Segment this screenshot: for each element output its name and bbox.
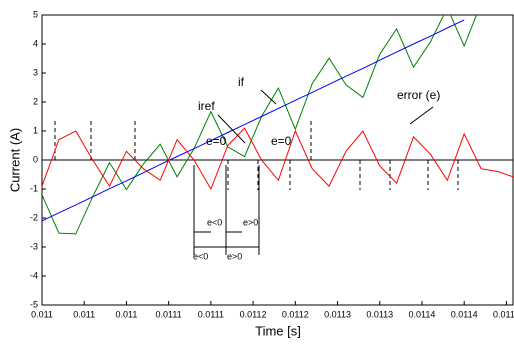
y-tick-label: -3: [30, 241, 38, 251]
annotation: e>0: [243, 217, 258, 227]
x-tick-label: 0.0114: [451, 309, 478, 319]
x-tick-label: 0.0113: [324, 309, 351, 319]
annotation: iref: [198, 99, 215, 113]
x-tick-label: 0.0115: [493, 309, 514, 319]
annotation: if: [238, 75, 245, 89]
y-tick-label: -4: [30, 270, 38, 280]
x-tick-label: 0.0111: [198, 309, 224, 319]
x-axis-label: Time [s]: [255, 323, 301, 338]
y-tick-label: 0: [33, 154, 38, 164]
x-tick-label: 0.0114: [409, 309, 436, 319]
y-tick-label: -5: [30, 299, 38, 309]
annotation: e<0: [207, 217, 222, 227]
annotation: e=0: [206, 134, 227, 148]
y-tick-label: 4: [33, 38, 38, 48]
series-line: [42, 15, 478, 235]
x-tick-label: 0.0113: [366, 309, 393, 319]
annotation: e=0: [271, 134, 292, 148]
x-tick-label: 0.0111: [156, 309, 182, 319]
y-tick-label: 2: [33, 96, 38, 106]
y-tick-label: -1: [30, 183, 38, 193]
annotation: e>0: [227, 251, 242, 261]
annotation-arrow: [217, 114, 246, 144]
x-tick-label: 0.011: [73, 309, 95, 319]
x-tick-label: 0.011: [116, 309, 138, 319]
annotation: error (e): [397, 88, 440, 102]
y-tick-label: 5: [33, 9, 38, 19]
x-tick-label: 0.0112: [240, 309, 267, 319]
y-axis-label: Current (A): [7, 128, 22, 192]
annotation: e<0: [193, 251, 208, 261]
annotation-arrow: [260, 89, 277, 105]
x-tick-label: 0.0112: [282, 309, 309, 319]
y-tick-label: 1: [33, 125, 38, 135]
annotation-arrow: [409, 106, 434, 125]
series-line: [42, 127, 514, 191]
y-tick-label: -2: [30, 212, 38, 222]
y-tick-label: 3: [33, 67, 38, 77]
series-line: [42, 19, 465, 222]
x-tick-label: 0.011: [31, 309, 53, 319]
